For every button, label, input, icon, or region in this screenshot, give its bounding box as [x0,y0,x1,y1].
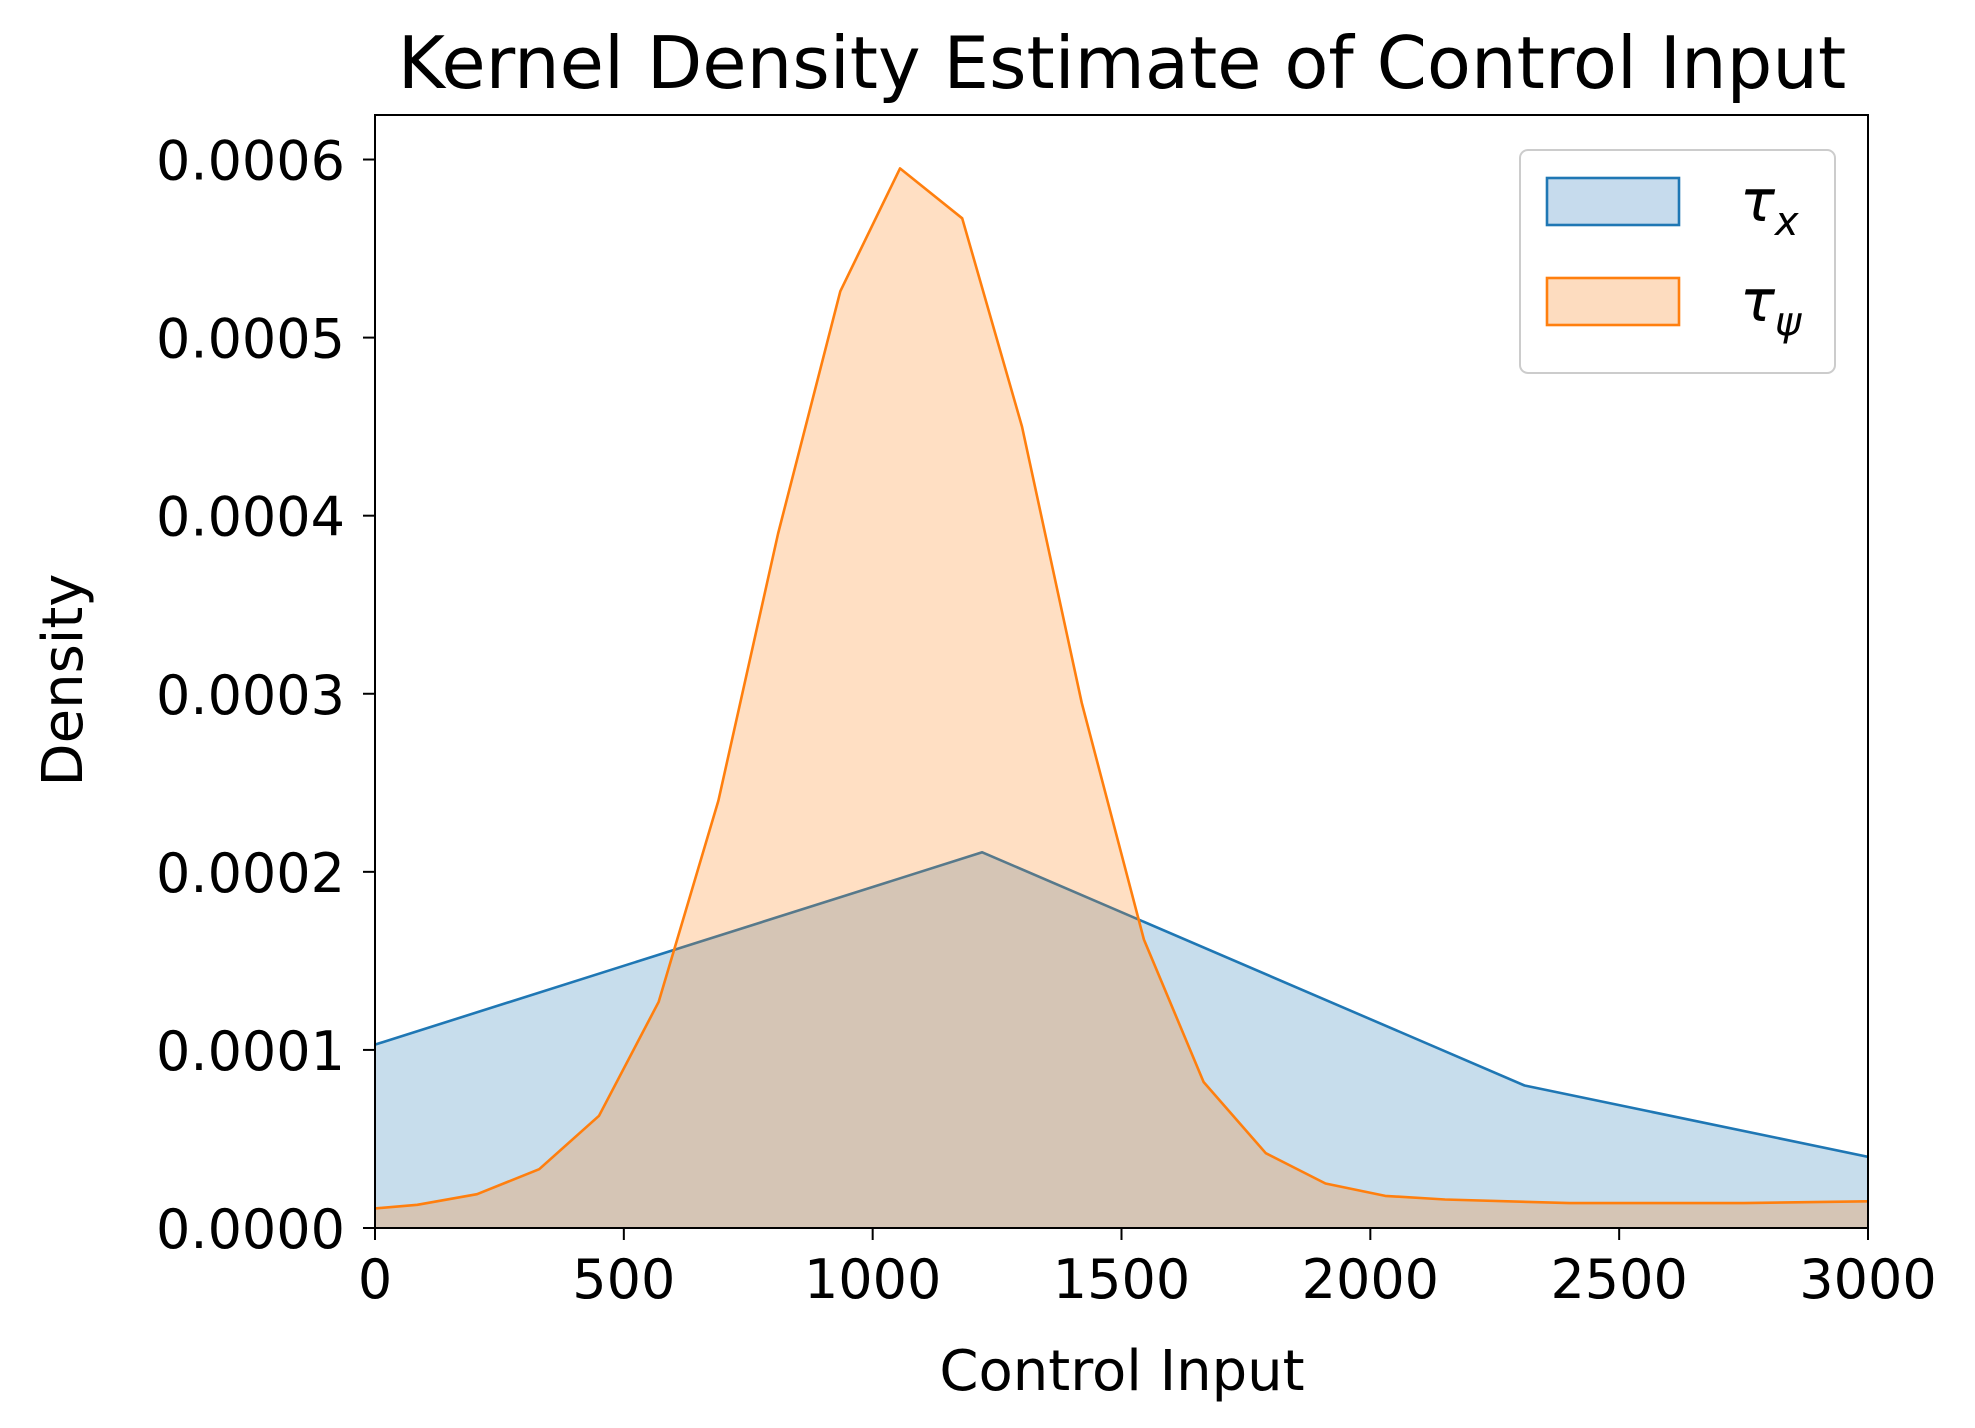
x-tick-label: 2000 [1302,1248,1439,1311]
y-tick-label: 0.0004 [156,486,345,549]
legend-label-1: τx [1740,167,1799,245]
axes: 0 500 1000 1500 2000 2500 3000 0.0000 0.0001 0.00… [156,114,1937,1311]
chart-title: Kernel Density Estimate of Control Input [398,21,1846,105]
legend-label-2: τψ [1740,267,1803,345]
x-tick-label: 3000 [1799,1248,1936,1311]
y-tick-label: 0.0003 [156,664,345,727]
y-axis-label: Density [31,574,96,787]
legend-swatch-1 [1545,176,1681,227]
x-tick-label: 1500 [1053,1248,1190,1311]
x-axis-label: Control Input [939,1339,1304,1404]
series-2-area [375,168,1868,1228]
x-tick-label: 500 [572,1248,675,1311]
y-tick-label: 0.0002 [156,842,345,905]
y-tick-label: 0.0001 [156,1020,345,1083]
legend: τx τψ [1519,149,1836,374]
y-tick-label: 0.0000 [156,1198,345,1261]
series-1-area [375,852,1868,1228]
y-tick-label: 0.0005 [156,308,345,371]
y-tick-label: 0.0006 [156,130,345,193]
x-tick-label: 0 [358,1248,392,1311]
legend-swatch-2 [1545,276,1681,327]
series-1-line [375,851,1868,1159]
series-2-line [375,167,1868,1210]
x-tick-label: 1000 [804,1248,941,1311]
plot-area [375,167,1868,1228]
x-tick-label: 2500 [1550,1248,1687,1311]
